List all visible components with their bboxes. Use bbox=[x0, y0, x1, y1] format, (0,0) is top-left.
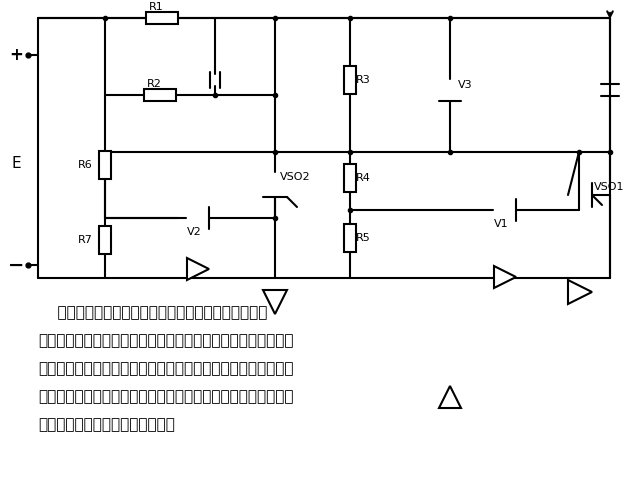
Bar bbox=[146, 12, 178, 24]
Bar bbox=[99, 226, 111, 254]
Text: R6: R6 bbox=[78, 160, 92, 170]
Text: 所示为等脉冲式晶闸管脉冲电源的主电路。一般的晶: 所示为等脉冲式晶闸管脉冲电源的主电路。一般的晶 bbox=[38, 305, 267, 320]
Bar bbox=[344, 164, 356, 192]
Bar bbox=[344, 224, 356, 252]
Text: R5: R5 bbox=[356, 233, 370, 243]
Polygon shape bbox=[263, 290, 287, 314]
Bar bbox=[99, 151, 111, 179]
Text: V1: V1 bbox=[494, 219, 508, 229]
Text: V3: V3 bbox=[458, 80, 472, 90]
Text: −: − bbox=[8, 256, 24, 275]
Text: R1: R1 bbox=[149, 2, 163, 12]
Text: +: + bbox=[9, 46, 23, 64]
Text: 度也不一样，随加工状态的变化而变化，影响了加工工艺指标的: 度也不一样，随加工状态的变化而变化，影响了加工工艺指标的 bbox=[38, 361, 294, 376]
Text: R7: R7 bbox=[78, 235, 92, 245]
Text: 闸管脉冲电源由于火花间隙击穿的时间不一，加工脉冲电流的宽: 闸管脉冲电源由于火花间隙击穿的时间不一，加工脉冲电流的宽 bbox=[38, 333, 294, 348]
Polygon shape bbox=[439, 386, 461, 408]
Text: V2: V2 bbox=[187, 227, 201, 237]
Text: VSO1: VSO1 bbox=[594, 182, 624, 192]
Text: R2: R2 bbox=[147, 79, 162, 89]
Text: R4: R4 bbox=[356, 173, 371, 183]
Polygon shape bbox=[187, 258, 209, 280]
Polygon shape bbox=[494, 266, 516, 288]
Bar bbox=[144, 89, 176, 101]
Bar bbox=[344, 66, 356, 94]
Text: 能量进行放电加工的等脉冲电源。: 能量进行放电加工的等脉冲电源。 bbox=[38, 417, 175, 432]
Polygon shape bbox=[568, 280, 592, 304]
Text: R3: R3 bbox=[356, 75, 370, 85]
Text: E: E bbox=[11, 155, 21, 170]
Text: 提高。所以设计了此图中的以相同的脉冲电流宽度、相等的脉冲: 提高。所以设计了此图中的以相同的脉冲电流宽度、相等的脉冲 bbox=[38, 389, 294, 404]
Text: VSO2: VSO2 bbox=[280, 172, 311, 182]
